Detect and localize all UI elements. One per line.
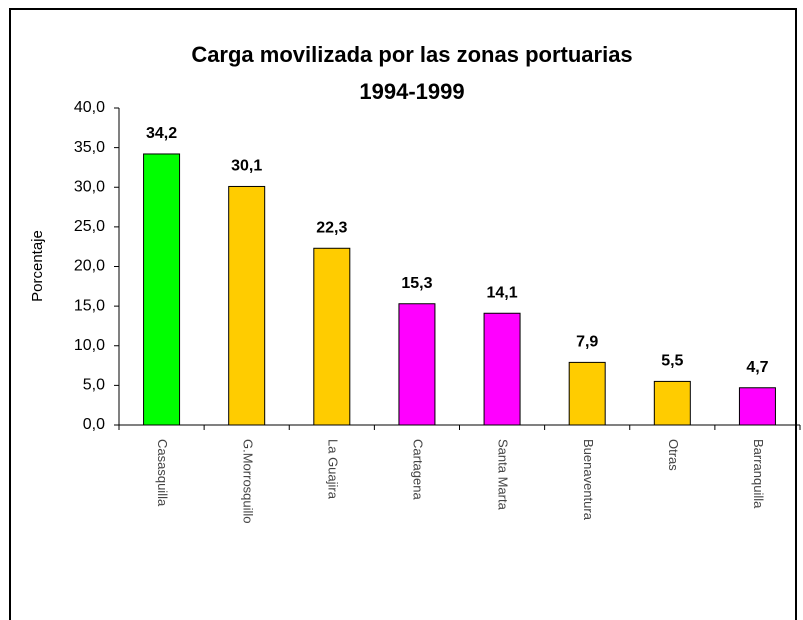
y-axis-label: Porcentaje: [29, 230, 46, 302]
x-tick-label: La Guajira: [325, 439, 340, 500]
bar: [313, 247, 351, 426]
bar: [738, 387, 776, 426]
y-tick-label: 5,0: [83, 377, 105, 394]
y-tick-label: 25,0: [74, 218, 105, 235]
bar: [143, 153, 181, 426]
data-label: 4,7: [746, 359, 768, 376]
y-tick-label: 30,0: [74, 178, 105, 195]
y-tick-label: 35,0: [74, 139, 105, 156]
x-tick-label: Barranquilla: [751, 439, 766, 509]
data-label: 14,1: [486, 284, 517, 301]
x-tick-label: Cartagena: [411, 439, 426, 500]
x-tick-label: Otras: [666, 439, 681, 471]
bar: [483, 312, 521, 426]
data-label: 34,2: [146, 125, 177, 142]
bar: [653, 380, 691, 426]
bar: [568, 361, 606, 426]
data-label: 22,3: [316, 219, 347, 236]
y-tick-label: 10,0: [74, 337, 105, 354]
x-tick-label: Santa Marta: [496, 439, 511, 511]
chart-title: Carga movilizada por las zonas portuaria…: [191, 42, 632, 67]
y-tick-label: 15,0: [74, 297, 105, 314]
y-tick-label: 0,0: [83, 416, 105, 433]
chart-subtitle: 1994-1999: [359, 79, 464, 104]
data-label: 7,9: [576, 334, 598, 351]
x-tick-label: Buenaventura: [581, 439, 596, 521]
data-label: 30,1: [231, 158, 262, 175]
x-tick-label: G.Morrosquillo: [240, 439, 255, 524]
bar: [398, 303, 436, 426]
data-label: 15,3: [401, 275, 432, 292]
frame: [9, 8, 797, 620]
x-tick-label: Casasquilla: [155, 439, 170, 507]
bar: [228, 185, 266, 426]
data-label: 5,5: [661, 353, 683, 370]
y-tick-label: 20,0: [74, 258, 105, 275]
y-tick-label: 40,0: [74, 99, 105, 116]
